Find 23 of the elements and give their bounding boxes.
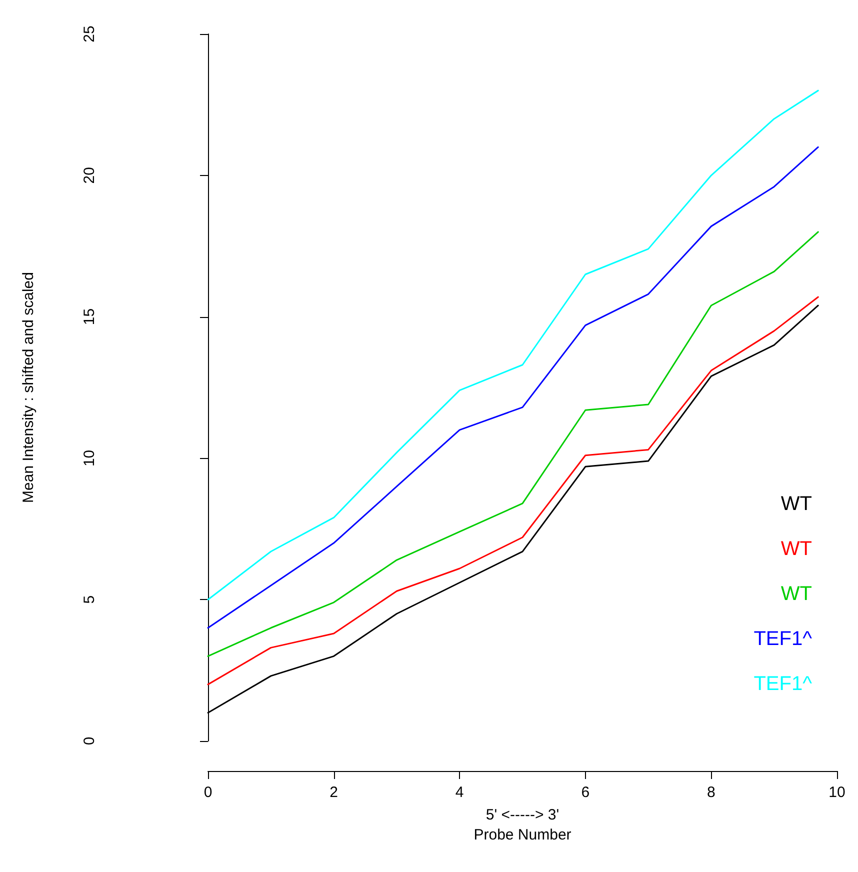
line-series [207,90,819,600]
text: TEF1^ [754,628,813,650]
x-tick-label: 4 [455,784,464,801]
y-tick-label: 10 [81,450,98,467]
text: WT [780,538,812,560]
x-tick-label: 0 [204,784,212,801]
text: 5' <-----> 3' [486,806,560,824]
y-tick-label: 20 [81,167,98,184]
y-tick-label: 25 [81,26,98,42]
y-axis-title: Mean Intensity : shifted and scaled [20,272,37,503]
y-tick-label: 15 [81,308,98,326]
line-series [207,231,819,657]
x-tick-label: 6 [581,784,590,801]
x-tick-label: 2 [330,784,338,801]
x-axis-title: Probe Number [474,826,572,844]
text: WT [780,583,812,605]
y-tick-label: 5 [81,595,98,604]
y-tick-label: 0 [81,736,98,746]
x-tick-label: 8 [707,784,716,801]
x-tick-label: 10 [828,784,846,801]
text: TEF1^ [754,673,813,695]
text: WT [780,493,812,515]
line-series [207,146,819,629]
